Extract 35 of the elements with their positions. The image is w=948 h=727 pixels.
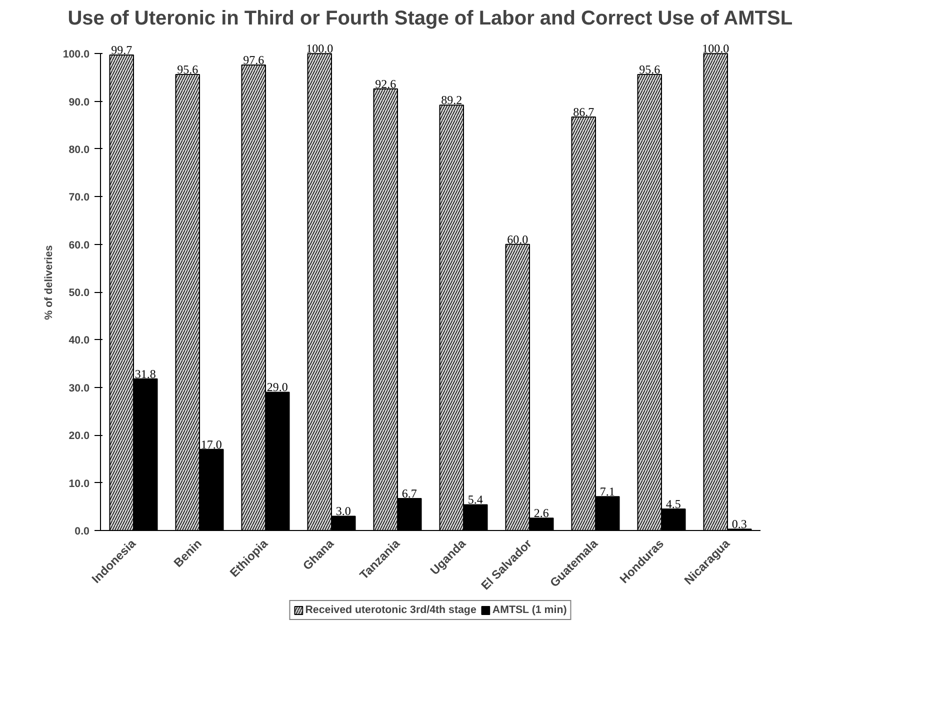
y-tick-label: 10.0: [68, 478, 90, 490]
y-tick-label: 80.0: [68, 144, 90, 156]
data-label: 89.2: [441, 93, 462, 108]
data-label: 97.6: [243, 53, 264, 68]
data-label: 6.7: [402, 486, 417, 501]
y-tick-label: 20.0: [68, 430, 90, 442]
data-label: 95.6: [639, 62, 660, 77]
data-label: 100.0: [702, 42, 730, 56]
y-axis-title: % of deliveries: [42, 245, 55, 320]
y-tick-label: 90.0: [68, 96, 90, 108]
legend-label: AMTSL (1 min): [492, 604, 567, 616]
y-tick-label: 30.0: [68, 382, 90, 394]
y-tick-label: 0.0: [74, 526, 90, 538]
data-label: 60.0: [507, 232, 528, 246]
data-label: 17.0: [200, 437, 222, 452]
data-label: 86.7: [573, 105, 594, 120]
y-tick-label: 70.0: [68, 192, 90, 204]
data-label: 29.0: [266, 380, 288, 394]
data-label: 31.8: [134, 366, 156, 381]
y-tick-label: 40.0: [68, 334, 90, 347]
y-tick-label: 50.0: [68, 287, 90, 300]
y-tick-label: 100.0: [62, 48, 90, 61]
data-label: 100.0: [306, 42, 334, 56]
data-label: 0.3: [732, 517, 747, 532]
data-label: 5.4: [468, 492, 483, 507]
data-label: 99.7: [111, 43, 132, 58]
y-tick-label: 60.0: [68, 239, 90, 252]
data-label: 7.1: [600, 484, 615, 499]
data-label: 92.6: [375, 76, 396, 91]
chart-title: Use of Uteronic in Third or Fourth Stage of Labor and Correct Use of AMTSL: [68, 8, 793, 30]
data-label: 4.5: [666, 497, 681, 512]
data-label: 3.0: [336, 504, 351, 518]
data-label: 2.6: [534, 506, 549, 520]
legend-label: Received uterotonic 3rd/4th stage: [305, 604, 476, 616]
data-label: 95.6: [177, 62, 198, 77]
